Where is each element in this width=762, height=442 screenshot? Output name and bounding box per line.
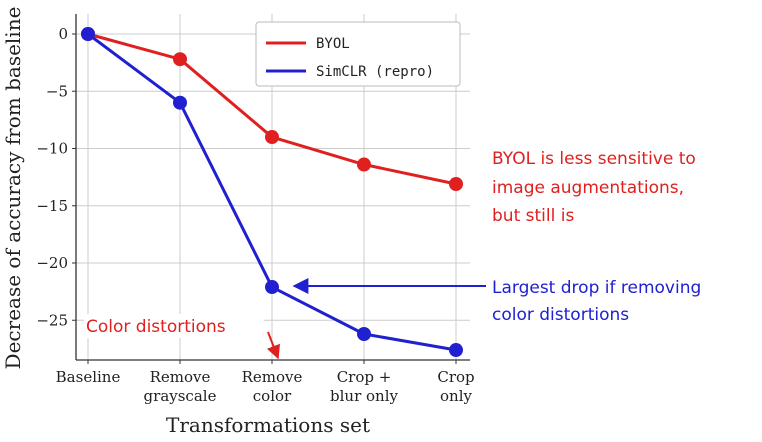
data-point	[173, 95, 187, 110]
data-point	[357, 326, 371, 341]
x-tick-label: Remove	[242, 368, 303, 386]
data-point	[265, 130, 279, 145]
y-axis-title: Decrease of accuracy from baseline	[1, 7, 25, 370]
x-tick-label: Baseline	[56, 368, 121, 386]
drop-note-line-2: color distortions	[492, 305, 629, 325]
x-tick-label: only	[440, 387, 472, 405]
data-point	[173, 52, 187, 67]
drop-note-line-1: Largest drop if removing	[492, 278, 701, 298]
legend-label: BYOL	[316, 36, 350, 52]
byol-note-line-2: image augmentations,	[492, 178, 684, 198]
legend: BYOL SimCLR (repro)	[255, 21, 461, 87]
data-point	[81, 27, 95, 41]
x-tick-label: Crop	[437, 368, 474, 386]
byol-note-line-1: BYOL is less sensitive to	[492, 149, 696, 169]
data-point	[449, 176, 463, 191]
y-tick-label: 0	[58, 25, 68, 43]
color-arrow	[266, 331, 281, 360]
y-tick-label: −5	[46, 82, 68, 100]
y-tick-label: −15	[36, 197, 68, 215]
legend-box	[255, 21, 461, 87]
x-tick-label: blur only	[330, 387, 398, 405]
data-point	[449, 343, 463, 358]
byol-annotation: BYOL is less sensitive to image augmenta…	[492, 149, 696, 226]
data-point	[357, 157, 371, 172]
y-tick-label: −25	[36, 311, 68, 329]
x-tick-label: Crop +	[337, 368, 392, 386]
x-tick-label: color	[253, 387, 292, 405]
color-note: Color distortions	[86, 317, 226, 337]
drop-annotation: Largest drop if removing color distortio…	[292, 278, 701, 325]
series	[81, 27, 463, 358]
y-tick-label: −10	[36, 140, 68, 158]
data-point	[265, 280, 279, 295]
byol-note-line-3: but still is	[492, 206, 574, 226]
color-distortions-annotation: Color distortions	[84, 314, 281, 360]
x-tick-label: Remove	[150, 368, 211, 386]
y-tick-label: −20	[36, 254, 68, 272]
color-note-background	[84, 314, 264, 338]
x-tick-label: grayscale	[144, 387, 217, 405]
legend-label: SimCLR (repro)	[316, 64, 434, 80]
x-axis-title: Transformations set	[166, 413, 370, 437]
